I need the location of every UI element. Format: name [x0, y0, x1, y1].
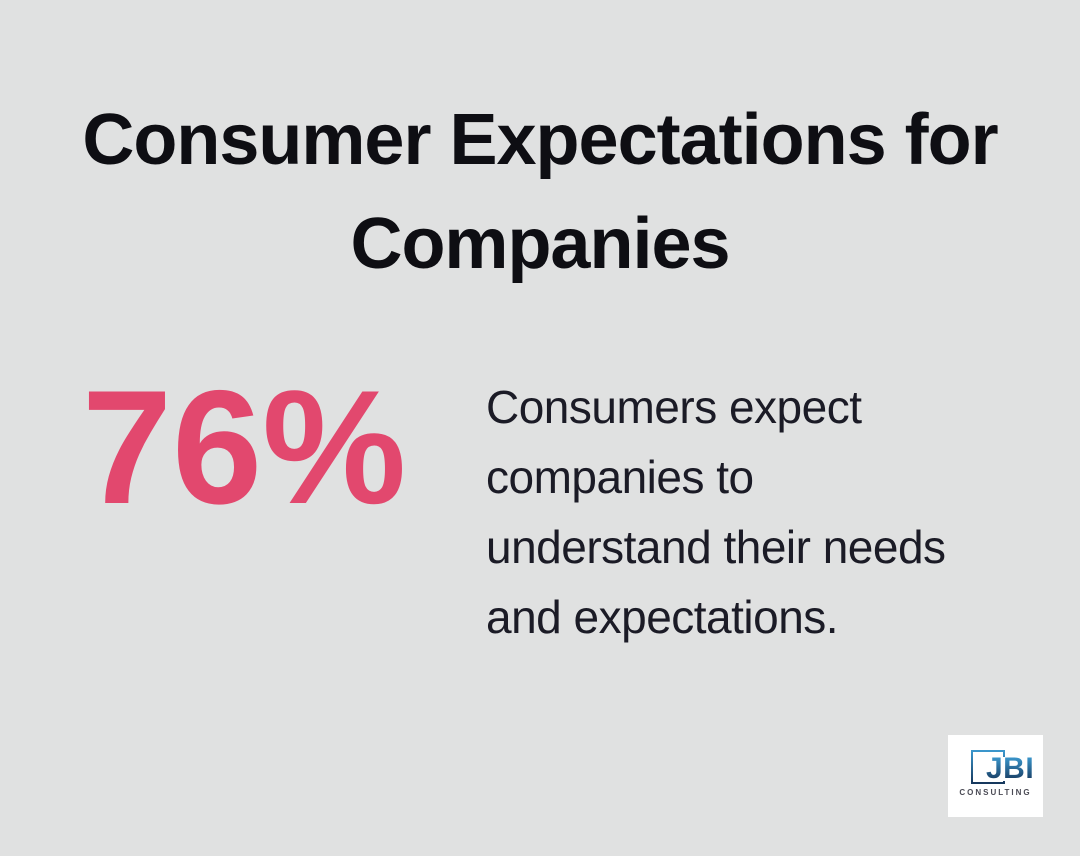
jbi-logo-mark: JBI: [948, 735, 1043, 817]
jbi-logo-wordmark: JBI: [984, 754, 1037, 784]
stat-value: 76%: [82, 357, 407, 538]
jbi-logo-text: JBI: [986, 752, 1035, 785]
jbi-consulting-logo: JBI CONSULTING: [948, 735, 1043, 817]
stat-description: Consumers expect companies to understand…: [486, 381, 946, 643]
page-title: Consumer Expectations for Companies: [82, 100, 998, 284]
jbi-logo-subtext: CONSULTING: [959, 788, 1032, 797]
